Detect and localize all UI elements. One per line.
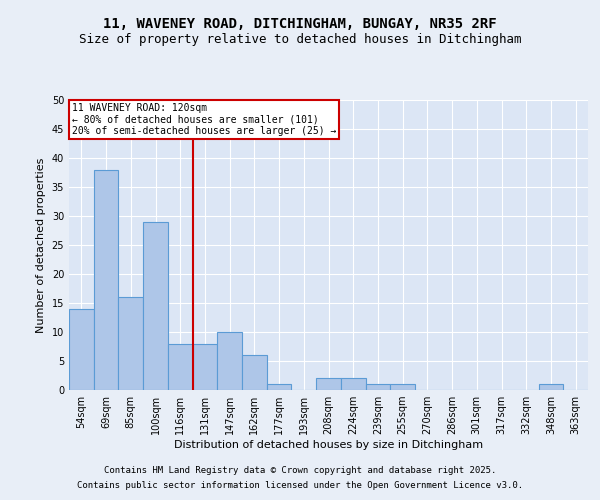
Bar [316,378,341,390]
Y-axis label: Number of detached properties: Number of detached properties [36,158,46,332]
Bar [267,384,292,390]
Text: 11 WAVENEY ROAD: 120sqm
← 80% of detached houses are smaller (101)
20% of semi-d: 11 WAVENEY ROAD: 120sqm ← 80% of detache… [71,103,336,136]
Bar [539,384,563,390]
Bar [390,384,415,390]
Bar [94,170,118,390]
Bar [118,297,143,390]
Text: 11, WAVENEY ROAD, DITCHINGHAM, BUNGAY, NR35 2RF: 11, WAVENEY ROAD, DITCHINGHAM, BUNGAY, N… [103,18,497,32]
Text: Size of property relative to detached houses in Ditchingham: Size of property relative to detached ho… [79,32,521,46]
Text: Contains HM Land Registry data © Crown copyright and database right 2025.: Contains HM Land Registry data © Crown c… [104,466,496,475]
Bar [341,378,365,390]
Bar [143,222,168,390]
Text: Contains public sector information licensed under the Open Government Licence v3: Contains public sector information licen… [77,481,523,490]
Bar [193,344,217,390]
Bar [365,384,390,390]
Bar [69,309,94,390]
Bar [168,344,193,390]
X-axis label: Distribution of detached houses by size in Ditchingham: Distribution of detached houses by size … [174,440,483,450]
Bar [242,355,267,390]
Bar [217,332,242,390]
